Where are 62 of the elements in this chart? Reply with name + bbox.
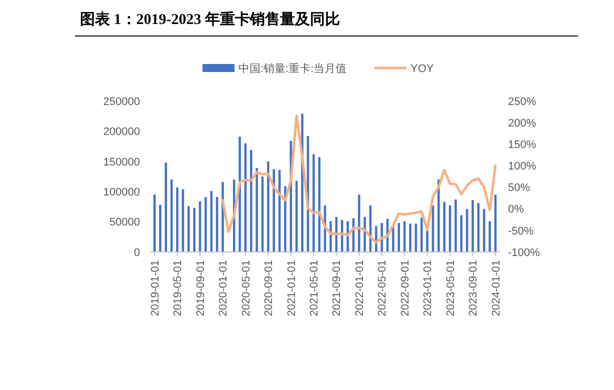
y2-tick-label: 200%	[508, 117, 536, 130]
x-tick-label: 2023-05-01	[444, 260, 457, 316]
x-tick-label: 2019-01-01	[149, 260, 162, 316]
bar	[256, 168, 258, 252]
bar	[193, 208, 196, 252]
line-series	[221, 114, 497, 244]
bar	[392, 226, 394, 252]
bar	[438, 180, 440, 252]
bar	[443, 202, 446, 252]
x-tick-label: 2020-01-01	[218, 260, 230, 316]
x-tick-label: 2020-05-01	[240, 260, 252, 316]
x-tick-label: 2022-09-01	[399, 260, 412, 316]
bar	[488, 221, 491, 252]
bar	[472, 200, 474, 252]
bar	[267, 161, 270, 252]
x-tick-label: 2021-05-01	[308, 260, 320, 316]
bar	[330, 221, 332, 252]
bar	[272, 169, 275, 252]
x-tick-label: 2021-01-01	[286, 260, 298, 316]
bar	[312, 154, 315, 252]
y2-tick-label: 0%	[508, 204, 524, 216]
bar	[188, 206, 190, 252]
bar	[409, 224, 412, 252]
bar	[364, 216, 366, 252]
bar	[238, 136, 241, 252]
x-tick-label: 2020-09-01	[263, 260, 276, 316]
bar	[380, 223, 383, 252]
y-tick-label: 200000	[103, 126, 140, 138]
x-tick-label: 2024-01-01	[490, 260, 502, 316]
y2-tick-label: -50%	[508, 225, 534, 238]
x-tick-label: 2019-09-01	[194, 260, 207, 316]
chart-title: 图表 1：2019-2023 年重卡销售量及同比	[80, 11, 340, 28]
y-tick-label: 0	[134, 246, 140, 259]
y2-tick-label: 250%	[508, 96, 536, 108]
bar	[454, 199, 457, 252]
bar	[426, 230, 428, 252]
x-tick-label: 2022-05-01	[376, 260, 389, 316]
bar	[204, 197, 207, 252]
legend-label: YOY	[410, 62, 434, 75]
y2-tick-label: 150%	[508, 138, 536, 151]
bar	[460, 215, 462, 252]
legend-label: 中国:销量:重卡:当月值	[238, 62, 347, 75]
bar	[284, 186, 286, 252]
x-tick-label: 2021-09-01	[331, 260, 344, 316]
x-tick-label: 2023-09-01	[468, 260, 480, 316]
bar	[335, 216, 338, 252]
bar	[250, 150, 252, 252]
y-tick-label: 100000	[103, 186, 140, 198]
bar	[398, 223, 400, 252]
bar	[176, 187, 178, 252]
y-tick-label: 250000	[103, 96, 140, 108]
bar	[210, 190, 212, 252]
y2-tick-label: 100%	[508, 160, 536, 173]
y-tick-label: 50000	[109, 216, 140, 229]
x-tick-label: 2019-05-01	[172, 260, 184, 316]
x-tick-label: 2022-01-01	[354, 260, 366, 316]
y-tick-label: 150000	[103, 156, 140, 168]
y2-tick-label: -100%	[508, 246, 540, 259]
y2-tick-label: 50%	[508, 182, 530, 194]
bar	[318, 157, 320, 252]
x-tick-label: 2023-01-01	[422, 260, 434, 316]
bar	[159, 204, 162, 252]
